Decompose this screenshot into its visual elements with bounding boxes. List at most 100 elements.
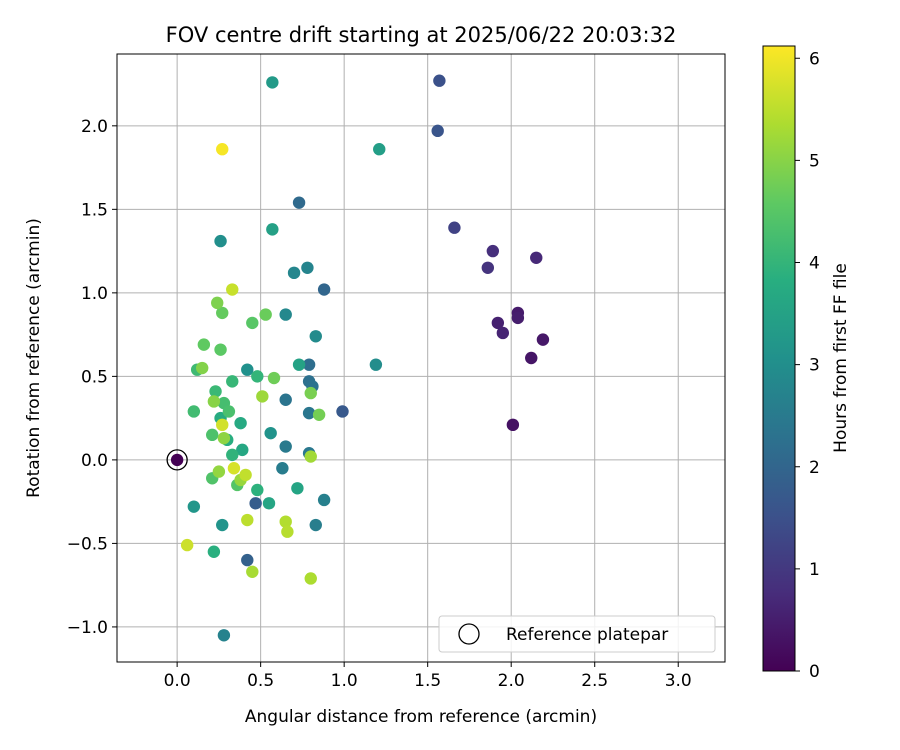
scatter-point [241, 363, 254, 376]
scatter-point [222, 405, 236, 418]
y-tick-label: −0.5 [67, 534, 108, 554]
scatter-point [216, 306, 229, 320]
legend: Reference platepar [438, 615, 716, 653]
legend-marker [458, 623, 480, 645]
scatter-point [226, 448, 239, 462]
scatter-point [236, 443, 249, 457]
scatter-point [251, 483, 264, 497]
scatter-point [373, 143, 386, 156]
scatter-point [211, 296, 224, 310]
x-axis-label: Angular distance from reference (arcmin) [245, 707, 597, 727]
scatter-point [279, 515, 292, 528]
scatter-point [209, 385, 222, 398]
scatter-point [262, 497, 276, 510]
y-tick-label: 1.5 [81, 200, 108, 220]
scatter-point [226, 375, 239, 388]
legend-entry-reference: Reference platepar [506, 625, 668, 645]
scatter-point [536, 333, 550, 346]
scatter-point [256, 390, 269, 403]
scatter-point [304, 572, 317, 585]
scatter-point [217, 629, 231, 642]
scatter-point [317, 283, 331, 296]
scatter-point [246, 565, 259, 579]
scatter-point [336, 405, 349, 418]
scatter-point [304, 450, 317, 463]
scatter-point [491, 316, 505, 330]
scatter-point [486, 244, 500, 258]
scatter-point [187, 500, 201, 513]
scatter-point [212, 465, 226, 478]
scatter-point [180, 538, 194, 552]
scatter-point [433, 74, 446, 87]
colorbar-tick-label: 0 [809, 662, 820, 682]
scatter-point [241, 553, 254, 567]
scatter-point [227, 462, 241, 475]
chart-title: FOV centre drift starting at 2025/06/22 … [166, 23, 677, 47]
y-tick-label: −1.0 [67, 618, 108, 638]
scatter-point [216, 518, 229, 532]
scatter-point [481, 261, 495, 275]
x-tick-label: 0.0 [164, 671, 191, 691]
scatter-point [170, 453, 184, 467]
scatter-point [264, 426, 277, 440]
colorbar-tick-label: 6 [809, 49, 820, 69]
scatter-point [217, 431, 231, 445]
x-tick-label: 0.5 [247, 671, 274, 691]
scatter-point [496, 326, 510, 340]
data-points [166, 74, 550, 642]
scatter-point [312, 408, 326, 421]
scatter-point [197, 338, 211, 351]
y-axis-label: Rotation from reference (arcmin) [24, 218, 44, 498]
x-tick-label: 1.5 [414, 671, 441, 691]
scatter-point [216, 143, 229, 156]
scatter-point [292, 196, 306, 209]
colorbar-ticks: 0 1 2 3 4 5 6 [795, 49, 820, 682]
scatter-point [279, 308, 292, 321]
scatter-point [267, 371, 281, 385]
colorbar: 0 1 2 3 4 5 6 Hours from first FF file [762, 45, 851, 682]
x-tick-label: 1.0 [331, 671, 358, 691]
scatter-point [207, 545, 221, 558]
plot-frame [116, 53, 726, 663]
scatter-point [207, 395, 221, 408]
scatter-point [304, 386, 317, 400]
scatter-point [206, 428, 219, 442]
x-tick-label: 2.5 [581, 671, 608, 691]
x-axis-ticks: 0.0 0.5 1.0 1.5 2.0 2.5 3.0 [164, 662, 692, 691]
scatter-point [317, 493, 331, 507]
scatter-point [276, 462, 289, 475]
x-tick-label: 3.0 [665, 671, 692, 691]
scatter-point [187, 405, 201, 418]
scatter-point [292, 358, 306, 371]
scatter-point [309, 330, 322, 343]
colorbar-gradient [762, 45, 796, 672]
grid [117, 54, 725, 662]
scatter-point [511, 311, 525, 325]
scatter-point [239, 468, 252, 482]
scatter-point [195, 361, 209, 375]
scatter-point [246, 316, 259, 330]
y-tick-label: 0.5 [81, 367, 108, 387]
scatter-point [525, 351, 538, 365]
colorbar-label: Hours from first FF file [831, 263, 851, 453]
y-axis-ticks: −1.0 −0.5 0.0 0.5 1.0 1.5 2.0 [67, 117, 117, 638]
y-tick-label: 1.0 [81, 284, 108, 304]
scatter-point [266, 223, 279, 236]
y-tick-label: 0.0 [81, 451, 108, 471]
colorbar-tick-label: 1 [809, 560, 820, 580]
scatter-point [291, 482, 304, 495]
scatter-point [448, 221, 461, 234]
scatter-point [214, 234, 227, 248]
scatter-point [279, 393, 292, 406]
scatter-point [431, 124, 444, 138]
scatter-point [241, 513, 254, 527]
colorbar-tick-label: 3 [809, 356, 820, 376]
scatter-point [226, 283, 239, 296]
scatter-point [287, 266, 301, 280]
scatter-point [506, 418, 520, 432]
scatter-point [279, 440, 292, 453]
colorbar-tick-label: 4 [809, 254, 820, 274]
colorbar-tick-label: 5 [809, 151, 820, 171]
scatter-point [249, 497, 262, 510]
